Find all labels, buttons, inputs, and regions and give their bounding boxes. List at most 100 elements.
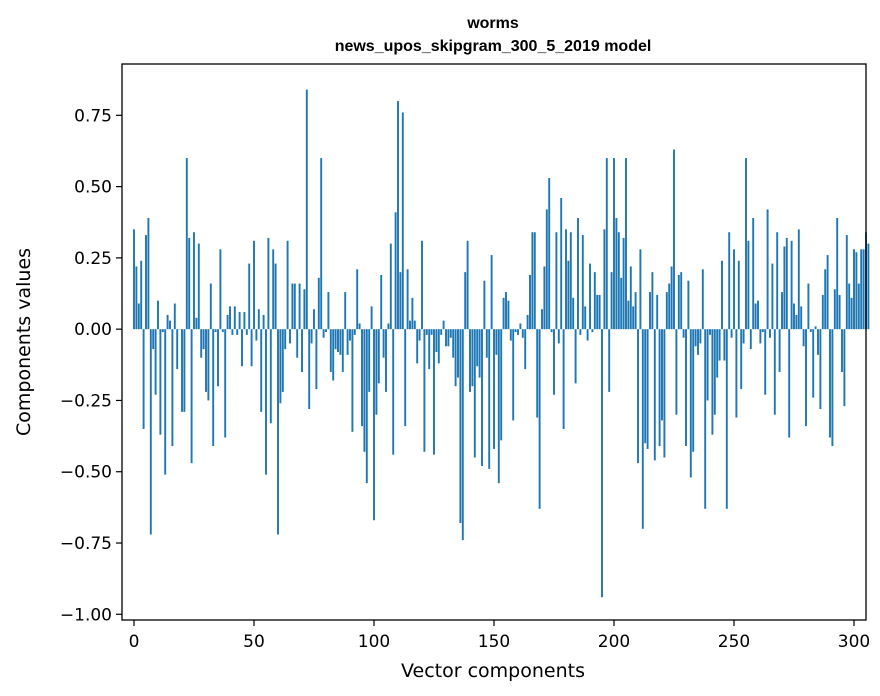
bar-66 (291, 283, 294, 330)
bar-201 (615, 217, 618, 330)
bar-154 (502, 297, 505, 330)
bar-169 (538, 329, 541, 509)
bar-50 (253, 240, 255, 330)
bar-235 (697, 329, 699, 355)
bar-95 (361, 329, 363, 427)
bar-245 (721, 260, 723, 330)
bar-208 (632, 306, 635, 330)
bar-79 (322, 329, 325, 338)
bar-175 (553, 329, 555, 395)
bar-36 (219, 249, 222, 330)
bar-52 (257, 309, 260, 330)
bar-229 (682, 329, 685, 338)
bar-247 (725, 329, 728, 509)
bar-136 (459, 329, 462, 524)
bar-280 (805, 329, 807, 427)
bar-58 (272, 249, 275, 330)
bar-105 (385, 329, 387, 392)
bar-45 (241, 329, 243, 367)
bar-124 (430, 329, 433, 335)
bar-21 (183, 329, 186, 412)
bar-283 (812, 329, 815, 398)
bar-238 (704, 329, 707, 509)
bar-200 (613, 158, 615, 330)
bar-84 (334, 329, 337, 350)
bar-151 (495, 329, 498, 355)
x-tick-label: 300 (838, 632, 870, 652)
bar-157 (509, 329, 512, 341)
bar-31 (207, 329, 210, 401)
bar-148 (488, 329, 491, 469)
x-tick-label: 200 (598, 632, 630, 652)
bar-146 (483, 280, 486, 330)
bar-82 (329, 329, 332, 372)
bar-126 (435, 329, 438, 352)
bar-104 (382, 329, 385, 358)
bar-80 (325, 329, 327, 333)
bar-101 (375, 329, 378, 415)
bar-39 (226, 314, 229, 330)
bar-111 (399, 272, 402, 330)
bar-261 (759, 329, 762, 344)
y-tick-label: −0.25 (60, 391, 112, 411)
bar-276 (795, 314, 798, 330)
bar-299 (850, 297, 853, 330)
bar-164 (526, 314, 529, 330)
bar-142 (473, 329, 476, 458)
bar-41 (231, 329, 234, 335)
bar-87 (341, 329, 344, 372)
bar-75 (313, 309, 315, 330)
bar-115 (409, 320, 411, 330)
bar-119 (418, 329, 421, 341)
bar-306 (867, 243, 870, 330)
bar-74 (310, 329, 313, 344)
bar-53 (260, 329, 263, 412)
bar-180 (565, 229, 567, 330)
bar-290 (829, 329, 831, 438)
bar-10 (157, 300, 159, 330)
bar-182 (569, 232, 572, 330)
bar-158 (512, 329, 515, 421)
bar-259 (754, 303, 757, 330)
bar-198 (608, 329, 611, 392)
bar-195 (601, 329, 603, 598)
bar-224 (670, 266, 673, 330)
bar-288 (824, 269, 827, 330)
bar-14 (166, 314, 169, 330)
bar-122 (425, 329, 428, 335)
bar-55 (265, 329, 267, 475)
y-tick-label: 0.00 (74, 320, 112, 340)
bar-90 (349, 329, 351, 341)
bar-2 (137, 303, 140, 330)
bar-295 (841, 329, 843, 372)
bar-13 (164, 329, 167, 475)
bar-294 (838, 294, 841, 330)
bar-249 (730, 329, 733, 338)
bar-3 (140, 260, 143, 330)
bar-232 (689, 329, 692, 478)
bar-4 (142, 329, 145, 429)
bar-255 (745, 158, 747, 330)
bar-171 (543, 266, 546, 330)
y-tick-label: −1.00 (60, 605, 112, 625)
bar-273 (788, 329, 791, 438)
bar-33 (212, 329, 215, 447)
bar-194 (598, 294, 601, 330)
bar-183 (572, 297, 575, 330)
bar-46 (243, 312, 246, 330)
bar-48 (248, 263, 251, 330)
bar-114 (406, 269, 409, 330)
bar-262 (761, 329, 764, 333)
bar-108 (392, 329, 395, 455)
bar-38 (224, 329, 227, 438)
bar-63 (284, 329, 287, 350)
x-axis: 0 50 100 150 200 250 300 (129, 620, 870, 652)
bar-68 (296, 329, 299, 358)
bar-49 (250, 329, 253, 367)
bar-109 (394, 212, 397, 330)
bar-8 (152, 329, 155, 350)
bar-54 (262, 314, 265, 330)
bar-37 (221, 329, 224, 333)
bar-222 (665, 292, 668, 330)
